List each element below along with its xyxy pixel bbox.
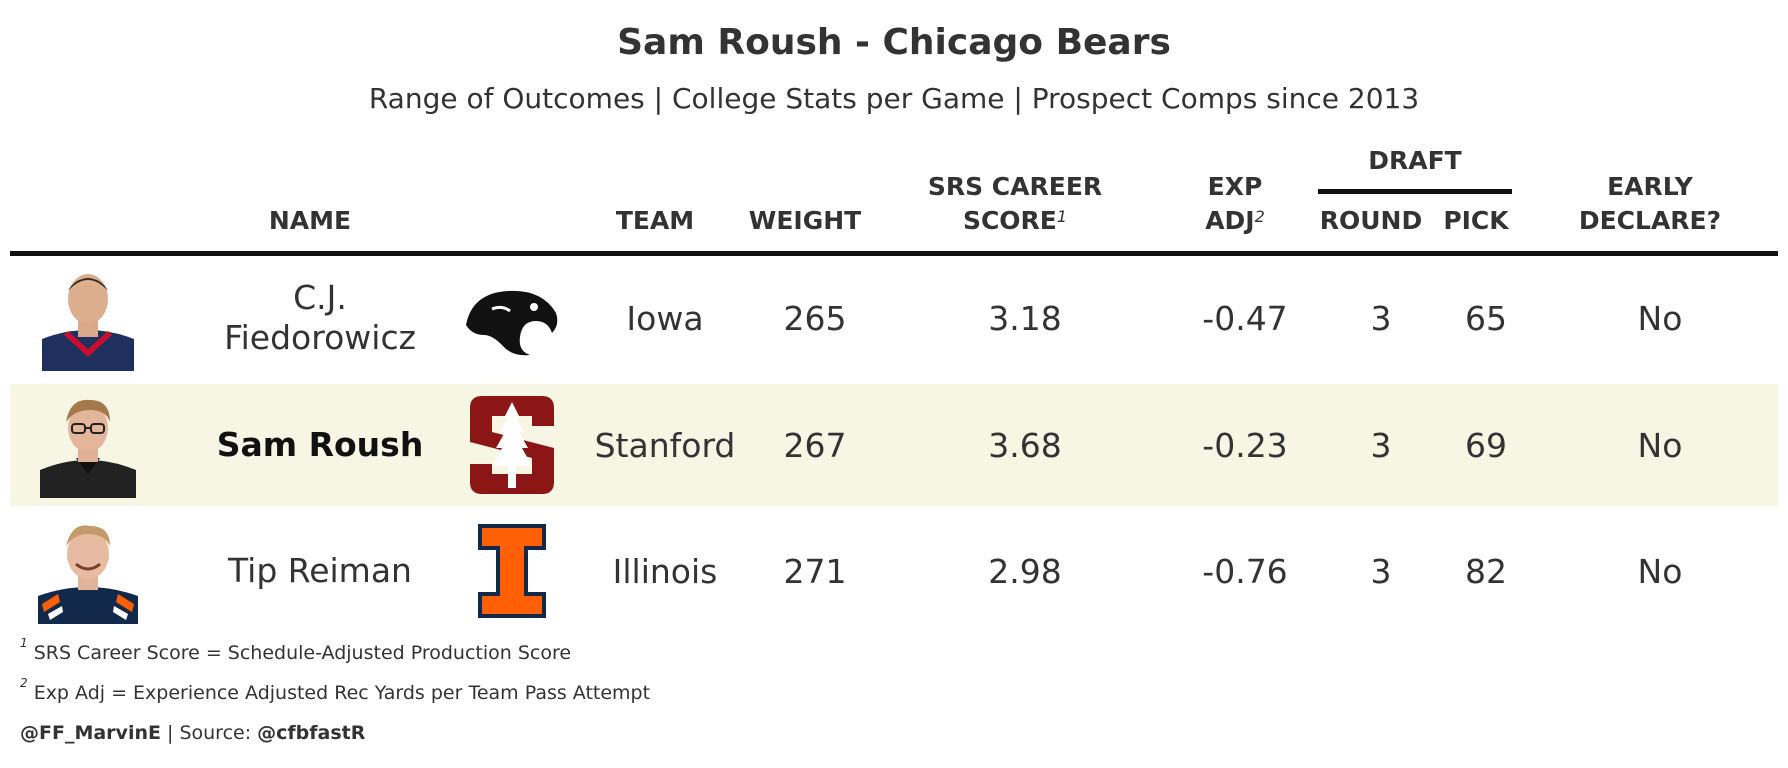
table-row-highlighted: Sam Roush Stanford 267 3.68 -0.23 3 69 N… bbox=[10, 384, 1778, 506]
draft-round-value: 3 bbox=[1370, 425, 1392, 465]
header-round: ROUND bbox=[1319, 206, 1423, 235]
player-name: C.J. Fiedorowicz bbox=[224, 278, 416, 357]
team-name: Stanford bbox=[594, 425, 736, 465]
footnote-exp-adj: 2 Exp Adj = Experience Adjusted Rec Yard… bbox=[20, 676, 651, 704]
header-team: TEAM bbox=[615, 206, 695, 235]
draft-pick-value: 69 bbox=[1465, 425, 1507, 465]
header-srs-career-score: SRS CAREER SCORE1 bbox=[927, 172, 1103, 235]
srs-footnote-mark: 1 bbox=[1056, 207, 1068, 226]
srs-score-value: 3.68 bbox=[988, 425, 1062, 465]
exp-footnote-mark: 2 bbox=[1254, 207, 1265, 226]
draft-group-underline bbox=[1318, 189, 1512, 194]
credit-line: @FF_MarvinE | Source: @cfbfastR bbox=[20, 722, 366, 744]
draft-round-value: 3 bbox=[1370, 551, 1392, 591]
player-name: Tip Reiman bbox=[228, 551, 412, 590]
header-draft: DRAFT bbox=[1368, 146, 1462, 175]
iowa-hawkeye-logo-icon bbox=[466, 290, 558, 356]
data-source: @cfbfastR bbox=[257, 722, 366, 744]
player-headshot-icon bbox=[42, 274, 134, 371]
srs-score-value: 2.98 bbox=[988, 551, 1062, 591]
header-name: NAME bbox=[268, 206, 352, 235]
page-title: Sam Roush - Chicago Bears bbox=[617, 22, 1171, 63]
early-declare-value: No bbox=[1637, 425, 1683, 465]
draft-round-value: 3 bbox=[1370, 298, 1392, 338]
header-weight: WEIGHT bbox=[748, 206, 862, 235]
srs-score-value: 3.18 bbox=[988, 298, 1062, 338]
draft-pick-value: 82 bbox=[1465, 551, 1507, 591]
team-name: Iowa bbox=[626, 298, 704, 338]
footnote-mark: 2 bbox=[20, 676, 28, 690]
exp-adj-value: -0.23 bbox=[1202, 425, 1288, 465]
player-headshot-icon bbox=[40, 399, 136, 498]
stanford-tree-logo-icon bbox=[470, 396, 554, 494]
author-handle: @FF_MarvinE bbox=[20, 722, 161, 744]
player-headshot-icon bbox=[38, 525, 138, 624]
player-name: Sam Roush bbox=[216, 425, 424, 464]
exp-adj-value: -0.47 bbox=[1202, 298, 1288, 338]
weight-value: 265 bbox=[783, 298, 847, 338]
illinois-block-i-logo-icon bbox=[478, 524, 546, 618]
header-pick: PICK bbox=[1443, 206, 1509, 235]
exp-adj-value: -0.76 bbox=[1202, 551, 1288, 591]
early-declare-value: No bbox=[1637, 298, 1683, 338]
team-name: Illinois bbox=[612, 551, 718, 591]
header-early-declare: EARLY DECLARE? bbox=[1578, 172, 1722, 235]
weight-value: 271 bbox=[783, 551, 847, 591]
draft-pick-value: 65 bbox=[1465, 298, 1507, 338]
table-row: C.J. Fiedorowicz Iowa 265 3.18 -0.47 3 65… bbox=[10, 257, 1778, 379]
footnote-srs: 1 SRS Career Score = Schedule-Adjusted P… bbox=[20, 636, 572, 664]
page-subtitle: Range of Outcomes | College Stats per Ga… bbox=[368, 82, 1420, 115]
weight-value: 267 bbox=[783, 425, 847, 465]
table-row: Tip Reiman Illinois 271 2.98 -0.76 3 82 … bbox=[10, 510, 1778, 632]
header-rule bbox=[10, 251, 1778, 256]
footnote-mark: 1 bbox=[20, 636, 28, 650]
header-exp-adj: EXP ADJ2 bbox=[1205, 172, 1265, 235]
early-declare-value: No bbox=[1637, 551, 1683, 591]
